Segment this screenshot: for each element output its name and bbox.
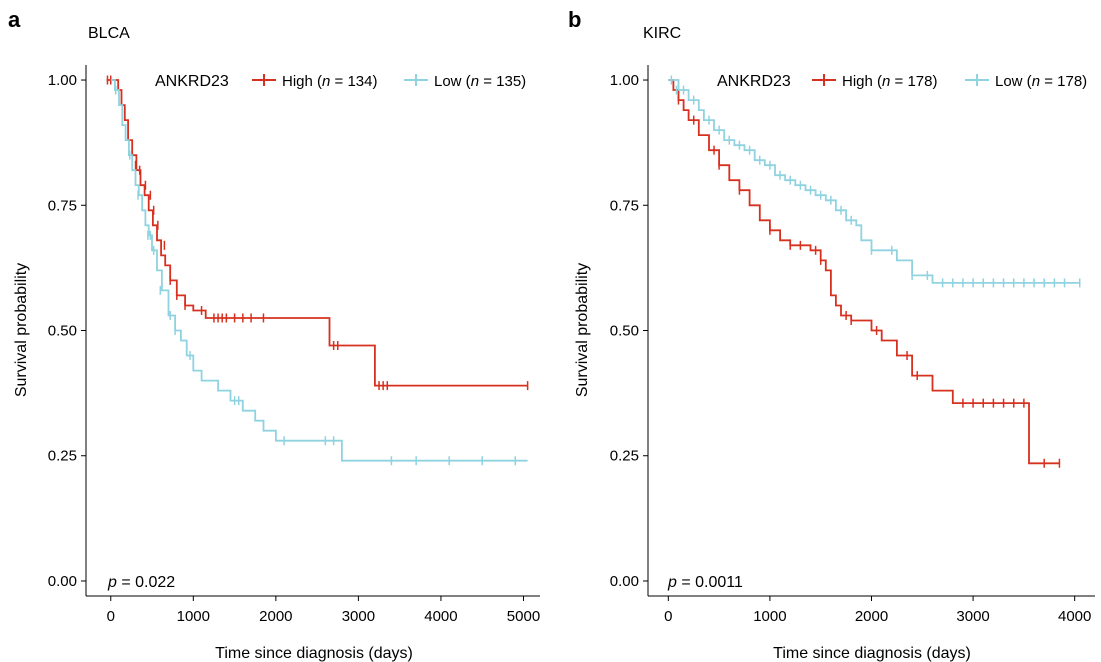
- y-tick-label: 0.50: [610, 323, 639, 340]
- legend-high-label: High (n = 134): [282, 73, 378, 90]
- y-tick-label: 0.25: [610, 448, 639, 465]
- x-tick-label: 5000: [507, 608, 540, 625]
- panel-letter: b: [568, 7, 581, 32]
- y-tick-label: 0.75: [610, 197, 639, 214]
- panel-b: b KIRC 0.00 0.25 0.50 0.75 1.00 0 1000 2000 300…: [568, 7, 1095, 662]
- x-tick-label: 1000: [753, 608, 786, 625]
- series-group: [106, 75, 529, 466]
- x-tick-label: 2000: [259, 608, 292, 625]
- y-tick-label: 1.00: [48, 72, 77, 89]
- survival-curve-high: [668, 79, 1060, 465]
- legend-gene: ANKRD23: [155, 73, 229, 90]
- y-tick-label: 0.00: [610, 573, 639, 590]
- chart-title: BLCA: [88, 25, 130, 42]
- y-tick-label: 0.75: [48, 197, 77, 214]
- x-tick-label: 0: [107, 608, 115, 625]
- chart-title: KIRC: [643, 25, 681, 42]
- x-tick-label: 3000: [956, 608, 989, 625]
- x-axis-label: Time since diagnosis (days): [215, 645, 413, 662]
- legend: ANKRD23 High (n = 178) Low (n = 178): [717, 73, 1087, 90]
- panel-letter: a: [8, 7, 21, 32]
- x-axis-label: Time since diagnosis (days): [773, 645, 971, 662]
- legend: ANKRD23 High (n = 134) Low (n = 135): [155, 73, 526, 90]
- y-axis-label: Survival probability: [13, 263, 30, 397]
- y-axis-label: Survival probability: [574, 263, 591, 397]
- legend-low-label: Low (n = 178): [995, 73, 1087, 90]
- y-tick-label: 1.00: [610, 72, 639, 89]
- survival-curve-high: [106, 79, 528, 387]
- legend-high-label: High (n = 178): [842, 73, 938, 90]
- x-tick-label: 1000: [177, 608, 210, 625]
- x-tick-label: 2000: [855, 608, 888, 625]
- y-ticks: 0.00 0.25 0.50 0.75 1.00: [610, 72, 648, 590]
- panel-a: a BLCA 0.00 0.25 0.50 0.75 1.00 0 1000 2000 300…: [8, 7, 540, 662]
- y-tick-label: 0.25: [48, 448, 77, 465]
- survival-curve-low: [668, 79, 1080, 284]
- x-ticks: 0 1000 2000 3000 4000 5000: [107, 596, 540, 625]
- p-value: p = 0.022: [107, 574, 175, 591]
- x-tick-label: 3000: [342, 608, 375, 625]
- p-value: p = 0.0011: [667, 574, 743, 591]
- x-ticks: 0 1000 2000 3000 4000: [664, 596, 1091, 625]
- survival-curve-low: [110, 79, 528, 462]
- y-tick-label: 0.00: [48, 573, 77, 590]
- y-tick-label: 0.50: [48, 323, 77, 340]
- legend-gene: ANKRD23: [717, 73, 791, 90]
- x-tick-label: 4000: [424, 608, 457, 625]
- y-ticks: 0.00 0.25 0.50 0.75 1.00: [48, 72, 86, 590]
- x-tick-label: 4000: [1058, 608, 1091, 625]
- legend-low-label: Low (n = 135): [434, 73, 526, 90]
- series-group: [668, 75, 1081, 468]
- x-tick-label: 0: [664, 608, 672, 625]
